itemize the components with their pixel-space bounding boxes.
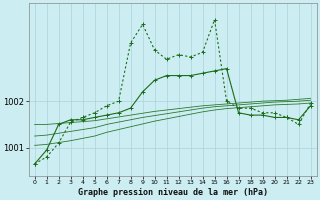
X-axis label: Graphe pression niveau de la mer (hPa): Graphe pression niveau de la mer (hPa) — [77, 188, 268, 197]
